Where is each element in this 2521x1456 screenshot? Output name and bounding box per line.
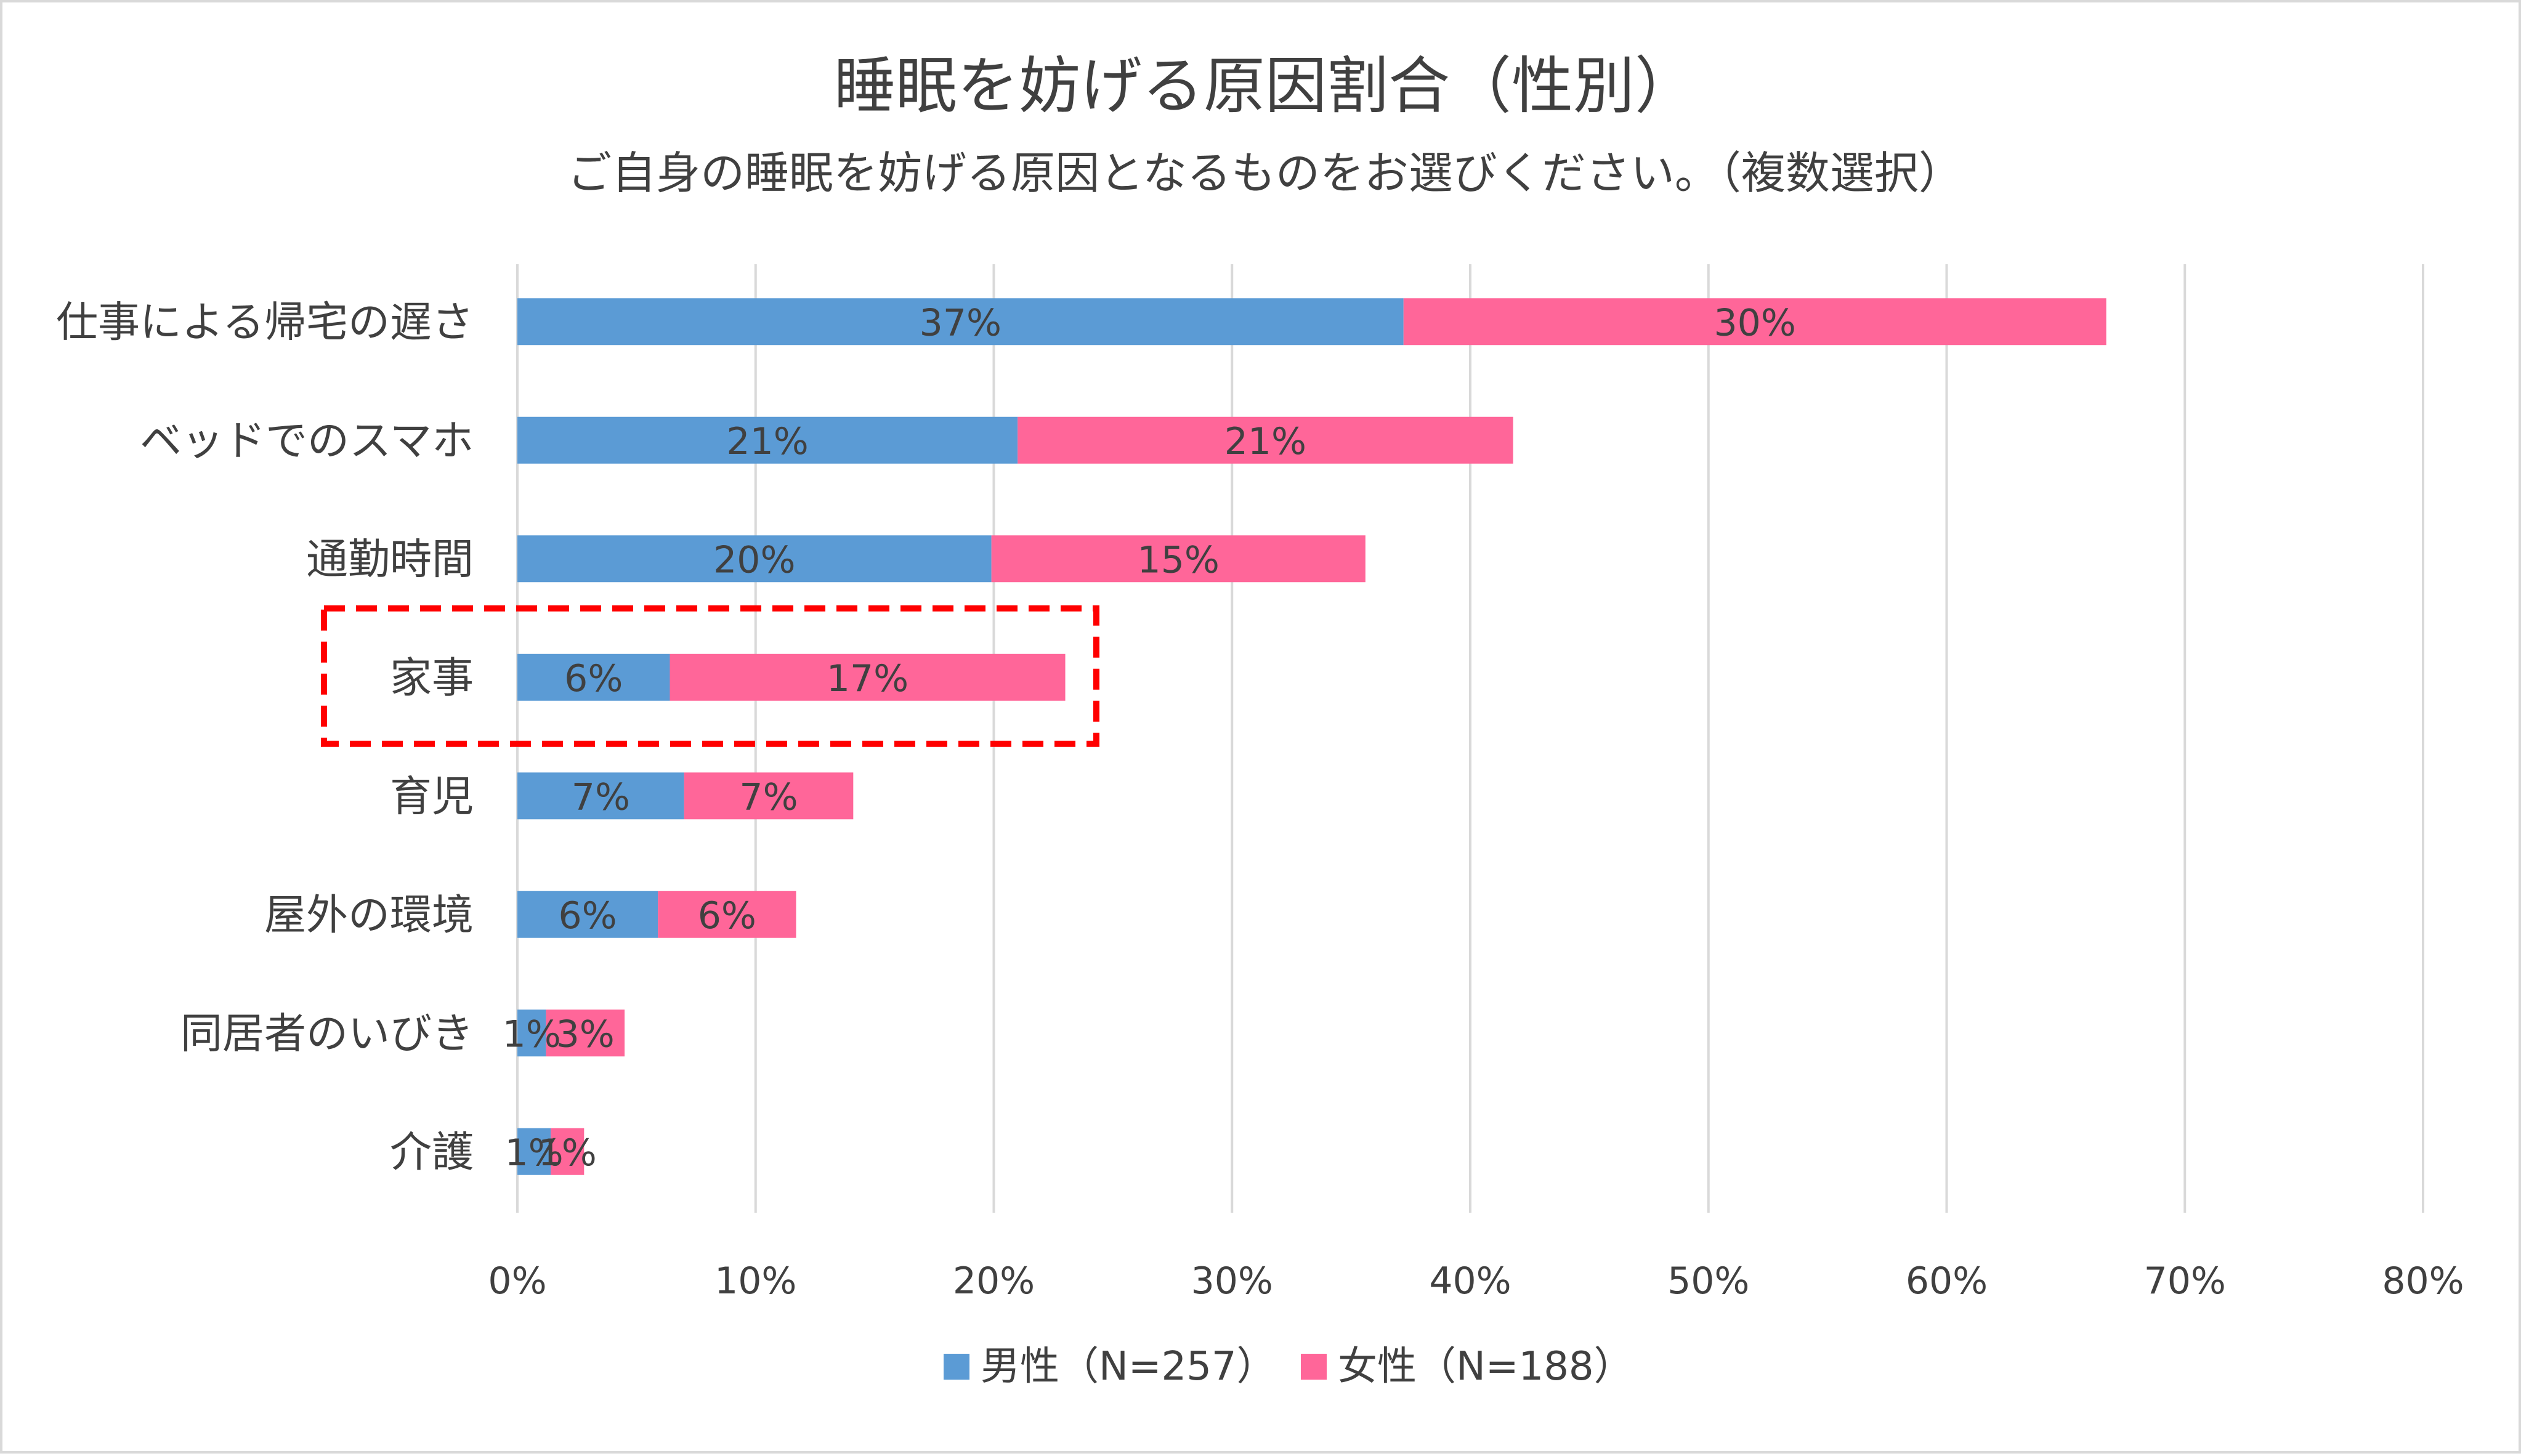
x-tick-label: 40% [1429, 1260, 1511, 1303]
category-label: ベッドでのスマホ [140, 417, 474, 466]
bar-segment [1018, 416, 1513, 464]
data-label: 30% [1714, 301, 1795, 344]
x-tick-label: 20% [953, 1260, 1035, 1303]
bar-segment [517, 416, 1018, 464]
bar-segment [658, 891, 796, 938]
value-axis: 0% 10% 20% 30% 40% 50% 60% 70% 80% [488, 1260, 2464, 1303]
category-label: 介護 [390, 1128, 474, 1177]
bar-segment [517, 1128, 551, 1175]
legend-swatch [1301, 1354, 1327, 1380]
bar-segment [670, 653, 1066, 701]
category-label: 育児 [390, 772, 474, 821]
data-label: 17% [827, 657, 908, 700]
bar-segment [517, 1009, 546, 1057]
legend: 男性（N=257） 女性（N=188） [944, 1344, 1633, 1389]
x-tick-label: 70% [2144, 1260, 2226, 1303]
bar-segment [517, 772, 684, 820]
category-label: 同居者のいびき [180, 1009, 474, 1058]
data-label: 15% [1138, 538, 1220, 581]
data-label: 21% [726, 420, 808, 463]
data-label: 1% [504, 1131, 563, 1175]
bar-segment [684, 772, 854, 820]
bar-segment [517, 298, 1404, 346]
x-tick-label: 10% [714, 1260, 796, 1303]
chart-subtitle: ご自身の睡眠を妨げる原因となるものをお選びください。（複数選択） [567, 147, 1963, 199]
data-label: 1% [503, 1013, 561, 1056]
category-label: 屋外の環境 [264, 891, 474, 940]
legend-swatch [944, 1354, 969, 1380]
bar-segment [517, 891, 658, 938]
chart-title: 睡眠を妨げる原因割合（性別） [834, 50, 1696, 122]
bar-segment [546, 1009, 625, 1057]
data-label: 37% [920, 301, 1002, 344]
x-tick-label: 30% [1191, 1260, 1273, 1303]
data-label: 3% [556, 1013, 615, 1056]
legend-label: 女性（N=188） [1338, 1344, 1633, 1389]
data-label: 7% [572, 775, 630, 819]
data-label: 6% [698, 894, 756, 937]
x-tick-label: 80% [2382, 1260, 2464, 1303]
x-tick-label: 50% [1667, 1260, 1749, 1303]
highlight-box [321, 605, 1099, 747]
legend-label: 男性（N=257） [981, 1344, 1276, 1389]
data-label: 6% [564, 657, 623, 700]
data-label: 21% [1224, 420, 1306, 463]
data-label: 1% [538, 1131, 597, 1175]
data-label: 7% [739, 775, 798, 819]
category-label: 家事 [390, 654, 474, 703]
category-label: 仕事による帰宅の遅さ [56, 298, 474, 347]
x-tick-label: 0% [488, 1260, 546, 1303]
bar-segment [991, 535, 1366, 583]
data-label: 20% [713, 538, 795, 581]
bar-segment [1403, 298, 2106, 346]
data-label: 6% [558, 894, 617, 937]
bar-segment [551, 1128, 585, 1175]
gridlines [516, 264, 2424, 1213]
bar-segment [517, 653, 670, 701]
highlight [321, 605, 1099, 747]
category-label: 通勤時間 [306, 535, 474, 584]
x-tick-label: 60% [1906, 1260, 1988, 1303]
bar-segment [517, 535, 992, 583]
bars [517, 298, 2106, 1175]
data-labels: 37% 30%21% 21%20% 15%6% 17%7% 7%6% 6%1%3%1%1% [503, 301, 1796, 1175]
